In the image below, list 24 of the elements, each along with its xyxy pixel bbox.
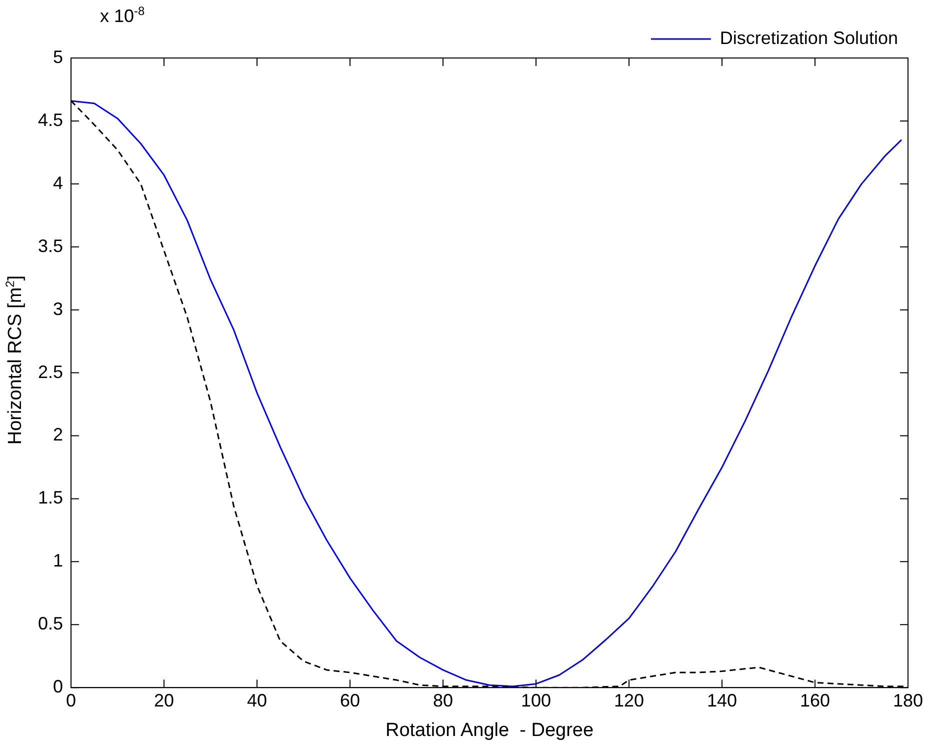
text: x 10$^{-8}$ bbox=[100, 4, 145, 27]
x-tick-label: 40 bbox=[247, 690, 268, 710]
y-tick-label: 2.5 bbox=[38, 362, 64, 382]
y-tick-label: 2 bbox=[53, 424, 64, 445]
x-tick-label: 60 bbox=[340, 690, 360, 710]
x-tick-label: 120 bbox=[614, 690, 644, 710]
y-tick-label: 5 bbox=[53, 46, 64, 67]
y-tick-label: 3 bbox=[53, 298, 64, 319]
x-tick-label: 140 bbox=[706, 690, 738, 710]
legend-label: Discretization Solution bbox=[720, 28, 898, 48]
x-tick-label: 100 bbox=[520, 690, 552, 710]
x-tick-label: 0 bbox=[66, 690, 76, 710]
y-tick-label: 0 bbox=[53, 676, 64, 697]
x-tick-label: 80 bbox=[432, 690, 454, 710]
y-tick-label: 4.5 bbox=[38, 110, 64, 130]
x-tick-label: 20 bbox=[154, 690, 174, 710]
x-axis-title: Rotation Angle - Degree bbox=[385, 720, 594, 741]
y-tick-label: 3.5 bbox=[38, 236, 64, 256]
x-tick-label: 180 bbox=[892, 690, 924, 710]
y-tick-label: 1.5 bbox=[38, 488, 64, 508]
y-tick-label: 0.5 bbox=[38, 614, 64, 634]
y-tick-label: 1 bbox=[53, 550, 64, 571]
y-tick-label: 4 bbox=[53, 172, 64, 193]
x-tick-label: 160 bbox=[800, 690, 830, 710]
